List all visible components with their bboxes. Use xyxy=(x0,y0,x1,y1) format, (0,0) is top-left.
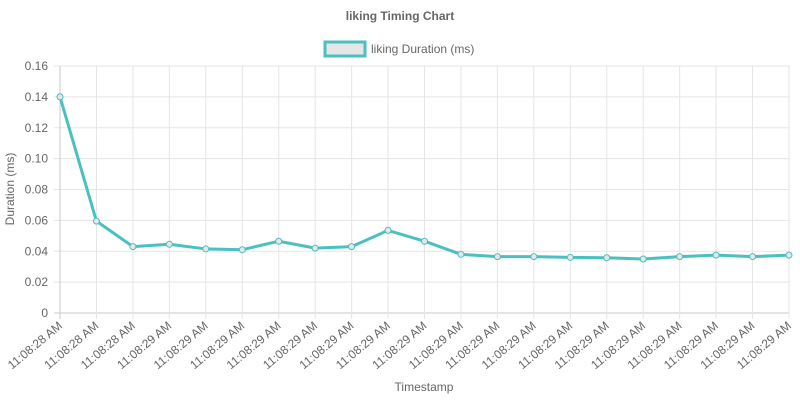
y-axis-ticks: 0 0.02 0.04 0.06 0.08 0.10 0.12 0.14 0.16 xyxy=(25,59,49,320)
y-tick-label: 0.14 xyxy=(25,90,49,104)
chart-title: liking Timing Chart xyxy=(346,9,454,23)
data-point[interactable] xyxy=(712,251,720,259)
series-liking-duration xyxy=(56,93,793,263)
data-point[interactable] xyxy=(92,217,100,225)
y-tick-label: 0.10 xyxy=(25,152,49,166)
data-point[interactable] xyxy=(749,253,757,261)
y-tick-label: 0.06 xyxy=(25,213,49,227)
data-point[interactable] xyxy=(56,93,64,101)
data-point[interactable] xyxy=(384,226,392,234)
data-point[interactable] xyxy=(676,253,684,261)
x-axis-title: Timestamp xyxy=(395,380,454,394)
legend[interactable]: liking Duration (ms) xyxy=(323,40,474,58)
data-point[interactable] xyxy=(530,253,538,261)
legend-label[interactable]: liking Duration (ms) xyxy=(371,42,474,56)
y-tick-label: 0.16 xyxy=(25,59,49,73)
legend-swatch[interactable] xyxy=(323,40,367,58)
y-tick-label: 0.08 xyxy=(25,183,49,197)
y-tick-label: 0.02 xyxy=(25,275,49,289)
data-point[interactable] xyxy=(348,243,356,251)
data-point[interactable] xyxy=(639,255,647,263)
grid xyxy=(54,65,790,319)
data-point[interactable] xyxy=(785,251,793,259)
data-point[interactable] xyxy=(493,253,501,261)
data-point[interactable] xyxy=(238,246,246,254)
y-tick-label: 0 xyxy=(41,306,48,320)
data-point[interactable] xyxy=(566,253,574,261)
data-point[interactable] xyxy=(165,240,173,248)
data-point[interactable] xyxy=(311,244,319,252)
data-point[interactable] xyxy=(421,237,428,245)
y-axis-title: Duration (ms) xyxy=(3,153,17,226)
data-point[interactable] xyxy=(202,245,210,253)
data-point[interactable] xyxy=(603,254,611,262)
data-point[interactable] xyxy=(129,243,137,251)
y-tick-label: 0.12 xyxy=(25,121,49,135)
y-tick-label: 0.04 xyxy=(25,244,49,258)
data-point[interactable] xyxy=(275,237,283,245)
data-point[interactable] xyxy=(457,250,465,258)
